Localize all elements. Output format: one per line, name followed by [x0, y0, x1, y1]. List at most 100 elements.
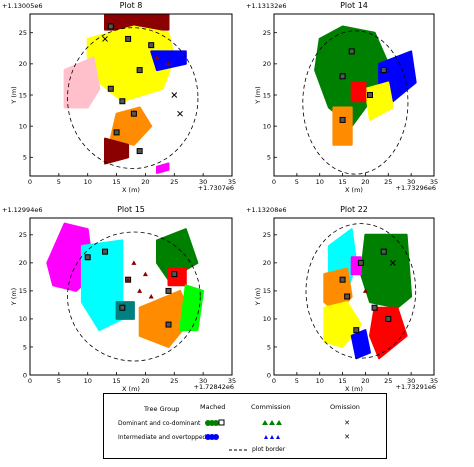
panel-1-omission-tree-1 — [102, 36, 108, 42]
panel-1-crown-3 — [150, 50, 187, 72]
panel-2-plot-area — [302, 25, 417, 175]
panel-2-xtick-label-30: 30 — [407, 178, 415, 186]
panel-1-crown-4 — [63, 56, 101, 109]
panel-1-commission-tree-2 — [166, 61, 172, 66]
panel-1-xtick-label-5: 5 — [57, 178, 61, 186]
panel-4-xtick-label-25: 25 — [384, 377, 392, 385]
panel-1-matched-tree-7 — [130, 110, 137, 117]
legend-col-commission: Commission — [251, 403, 291, 411]
panel-1-crown-1 — [104, 14, 170, 31]
legend-intermediate-commission-triangle — [264, 435, 268, 439]
panel-1-xtick-label-0: 0 — [28, 178, 32, 186]
panel-4-xtick-label-5: 5 — [295, 377, 299, 385]
panel-1-omission-tree-2 — [171, 92, 178, 98]
legend-row-dominant: Dominant and co-dominant — [118, 420, 201, 427]
panel-2-xtick-label-0: 0 — [272, 178, 276, 186]
panel-2-x-offset-label: +1.73296e6 — [396, 184, 436, 192]
panel-4-plot-area — [305, 223, 417, 360]
panel-3-ytick-label-5: 5 — [23, 343, 27, 351]
panel-2-ylabel: Y (m) — [254, 86, 262, 104]
panel-2-ytick-label-15: 15 — [263, 91, 271, 99]
panel-3-ytick-label-20: 20 — [19, 259, 27, 267]
panel-4-xlabel: X (m) — [345, 385, 363, 393]
panel-4-matched-tree-7 — [353, 327, 360, 334]
panel-3-xtick-label-0: 0 — [28, 377, 32, 385]
panel-1-matched-tree-1 — [107, 23, 114, 30]
panel-2-xtick-label-5: 5 — [295, 178, 299, 186]
panel-3-xtick-label-20: 20 — [141, 377, 149, 385]
panel-4-matched-tree-2 — [380, 248, 387, 255]
panel-2-crown-5 — [332, 106, 353, 146]
panel-1-plot-area — [63, 14, 199, 174]
panel-3-x-offset-label: +1.72842e6 — [194, 383, 234, 391]
panel-3-commission-tree-1 — [131, 260, 137, 265]
panel-1-xtick-label-10: 10 — [84, 178, 92, 186]
panel-1-matched-tree-2 — [125, 35, 132, 42]
panel-2-xtick-label-20: 20 — [361, 178, 369, 186]
panel-3-crown-7 — [179, 284, 205, 332]
panel-2-ytick-label-10: 10 — [263, 122, 271, 130]
legend-dominant-commission-triangle — [262, 420, 268, 425]
panel-4-ytick-label-5: 5 — [267, 343, 271, 351]
panel-3-matched-tree-1 — [84, 254, 91, 261]
panel-4-ytick-label-20: 20 — [263, 259, 271, 267]
panel-2-ytick-label-5: 5 — [267, 154, 271, 162]
panel-1-ytick-label-20: 20 — [19, 60, 27, 68]
legend-row-intermediate: Intermediate and overtopped — [118, 434, 207, 441]
panel-1-xtick-label-25: 25 — [170, 178, 178, 186]
panel-4-xtick-label-35: 35 — [430, 377, 438, 385]
legend-omission-marker-dominant: ✕ — [344, 419, 350, 427]
panel-4-crown-1 — [359, 233, 413, 309]
panel-3-axes-frame — [29, 217, 233, 376]
panel-3-y-offset-label: +1.12994e6 — [2, 206, 42, 214]
panel-1-commission-tree-1 — [154, 55, 160, 60]
panel-1-xlabel: X (m) — [122, 186, 140, 194]
panel-4-x-offset-label: +1.73291e6 — [396, 383, 436, 391]
panel-3-ytick-label-0: 0 — [23, 371, 27, 379]
panel-3-xtick-label-30: 30 — [199, 377, 207, 385]
legend-dominant-matched-square — [218, 419, 225, 426]
panel-3-commission-tree-4 — [137, 288, 143, 293]
panel-4-title: Plot 22 — [340, 205, 368, 214]
panel-2-y-offset-label: +1.13132e6 — [246, 2, 286, 10]
panel-1-ytick-label-5: 5 — [23, 154, 27, 162]
panel-2-matched-tree-5 — [339, 116, 346, 123]
panel-3-matched-tree-7 — [165, 321, 172, 328]
panel-4-omission-tree-1 — [390, 260, 396, 266]
panel-3-xtick-label-35: 35 — [228, 377, 236, 385]
panel-1-xtick-label-30: 30 — [199, 178, 207, 186]
panel-2-xlabel: X (m) — [345, 186, 363, 194]
panel-2-plot-border-circle — [302, 30, 409, 175]
panel-3-commission-tree-5 — [148, 294, 154, 299]
panel-2-crown-4 — [350, 81, 367, 103]
panel-1-title: Plot 8 — [120, 1, 143, 10]
panel-3-crown-2 — [80, 239, 124, 332]
panel-1-xtick-label-15: 15 — [112, 178, 120, 186]
panel-4-xtick-label-30: 30 — [407, 377, 415, 385]
panel-4-matched-tree-1 — [357, 259, 364, 266]
panel-3-ytick-label-10: 10 — [19, 315, 27, 323]
panel-4-xtick-label-20: 20 — [361, 377, 369, 385]
panel-1-xtick-label-20: 20 — [141, 178, 149, 186]
panel-4-ytick-label-25: 25 — [263, 231, 271, 239]
panel-1-matched-tree-9 — [136, 148, 143, 155]
panel-3-matched-tree-2 — [102, 248, 109, 255]
panel-1-crown-6 — [104, 137, 130, 165]
panel-1-xtick-label-35: 35 — [228, 178, 236, 186]
panel-3-matched-tree-6 — [165, 287, 172, 294]
panel-2-matched-tree-3 — [380, 67, 387, 74]
panel-4-matched-tree-4 — [344, 293, 351, 300]
panel-4-commission-tree-1 — [362, 288, 368, 293]
panel-3-xtick-label-25: 25 — [170, 377, 178, 385]
panel-1-crown-5 — [109, 106, 153, 146]
panel-4-ytick-label-10: 10 — [263, 315, 271, 323]
panel-4-crown-6 — [369, 306, 408, 360]
legend-omission-marker-intermediate: ✕ — [344, 433, 350, 441]
legend-border-label: plot border — [252, 446, 286, 453]
panel-4-ylabel: Y (m) — [254, 288, 262, 306]
panel-3-matched-tree-5 — [171, 271, 178, 278]
panel-3-ytick-label-15: 15 — [19, 287, 27, 295]
legend-col-group: Tree Group — [144, 405, 180, 413]
panel-3-title: Plot 15 — [117, 205, 145, 214]
